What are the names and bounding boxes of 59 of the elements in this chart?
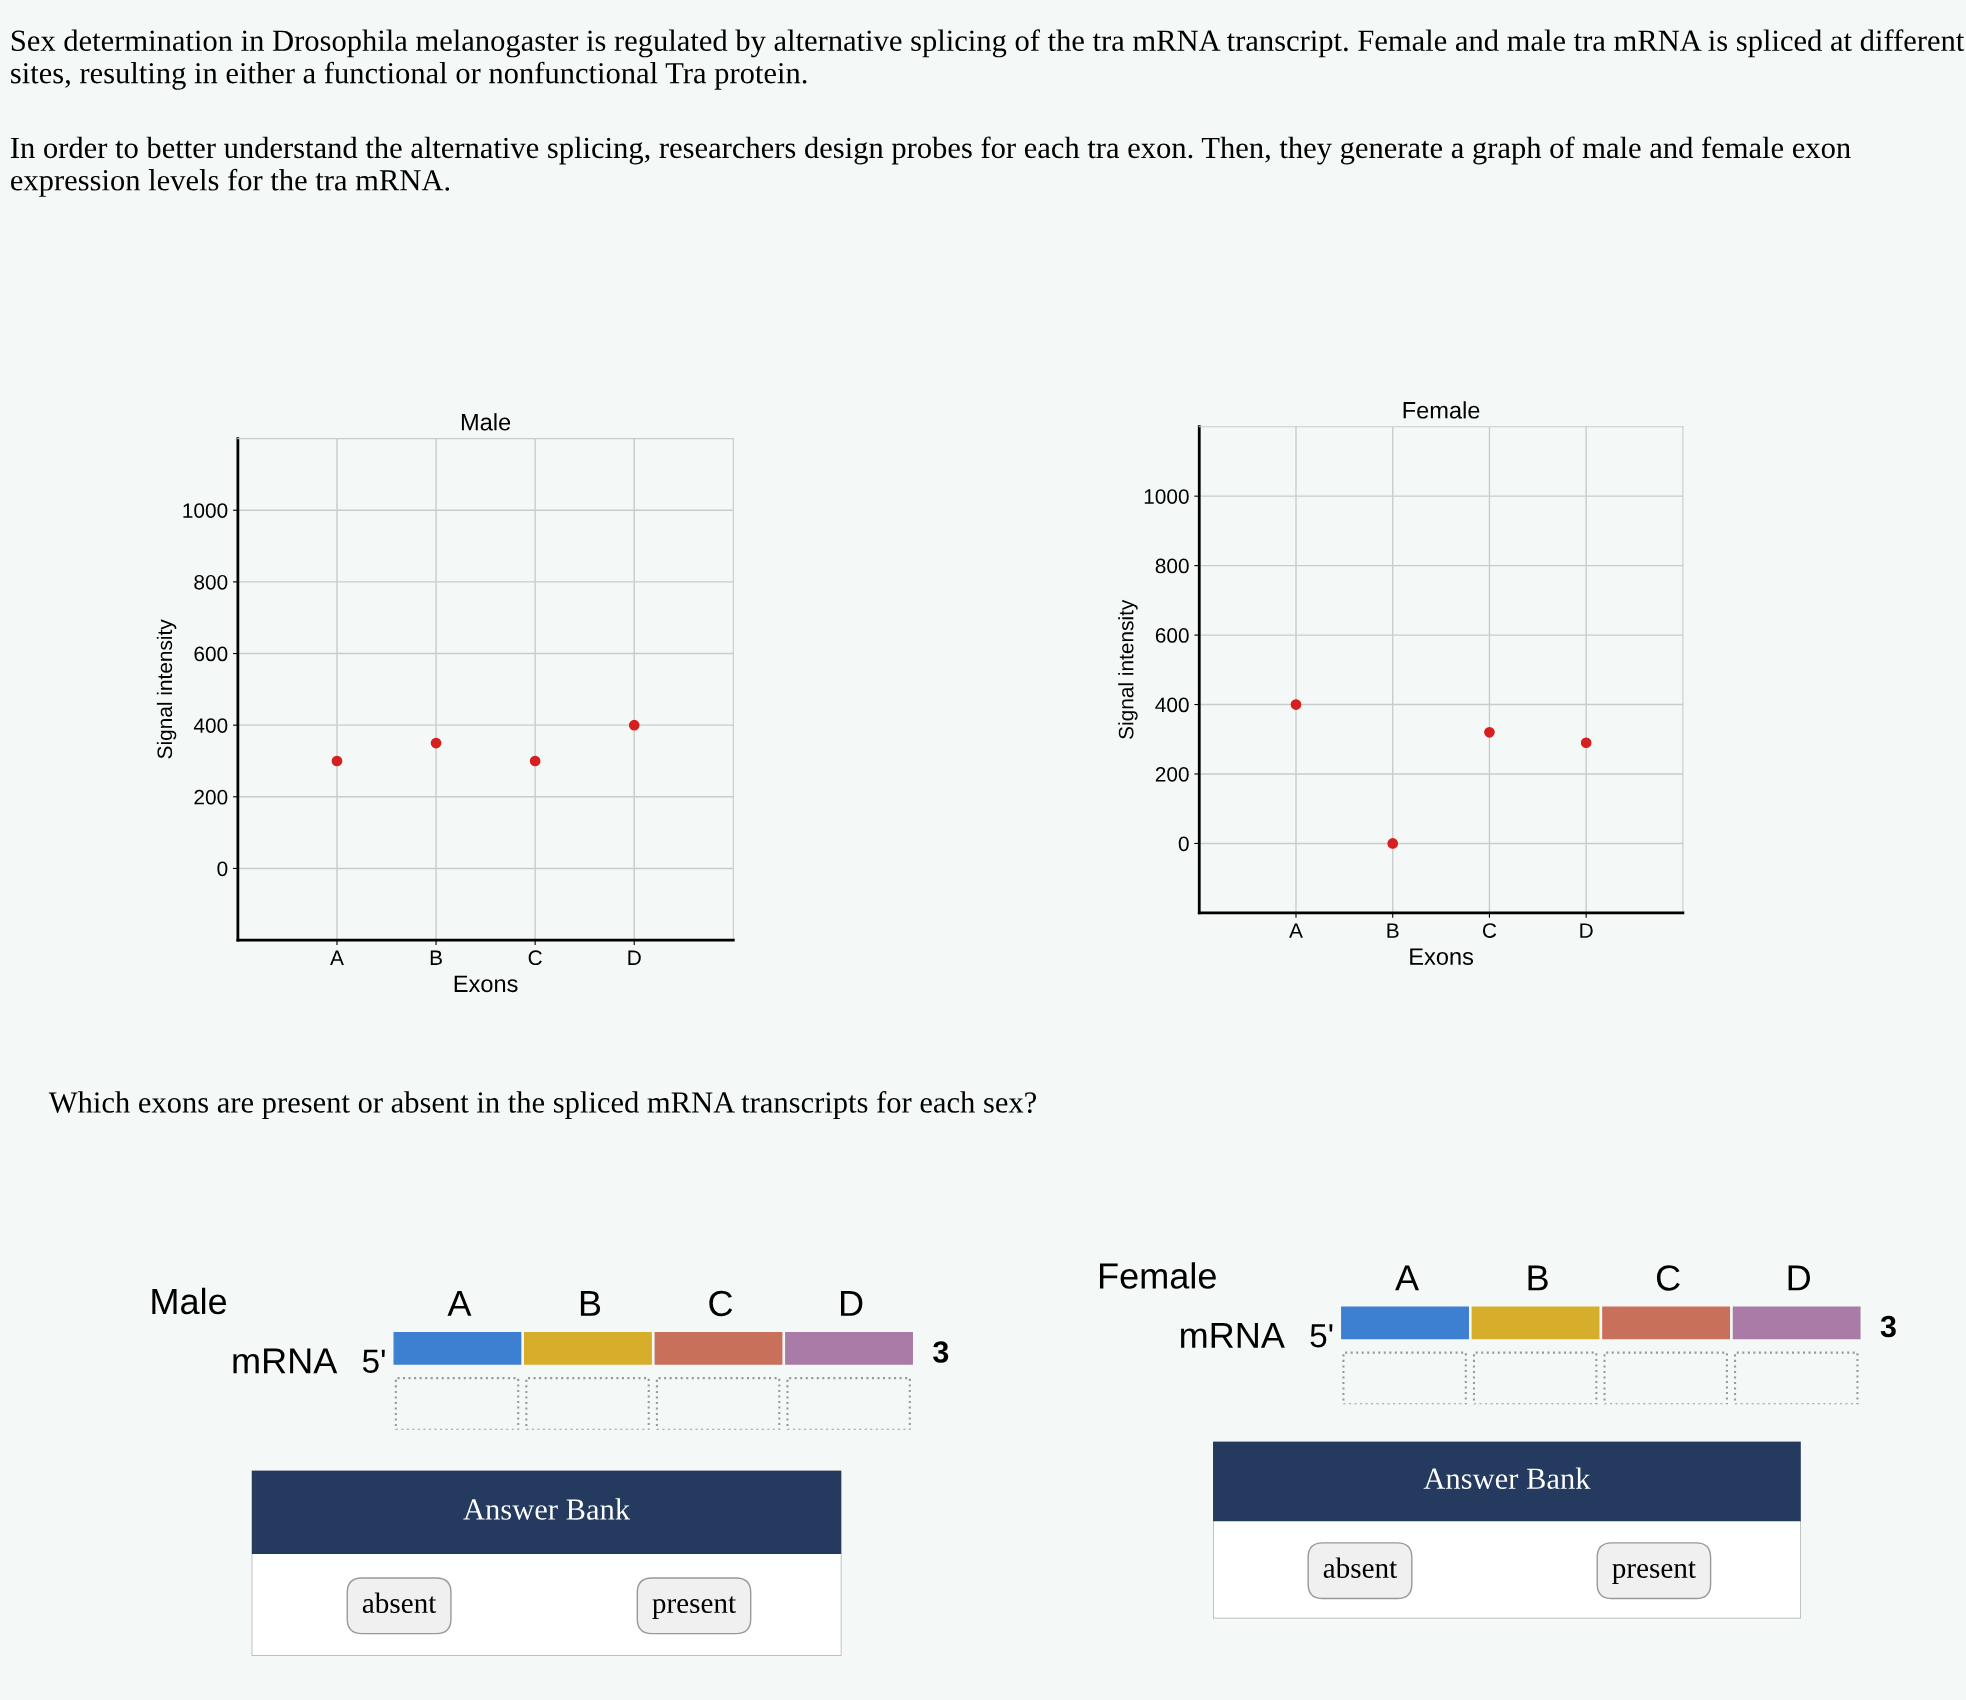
text: Male [152, 1287, 227, 1315]
chart-title: Female [1403, 401, 1480, 419]
text: mRNA [1181, 1323, 1285, 1348]
x-tick-label: A [1289, 923, 1303, 938]
category-label: D [841, 1291, 863, 1316]
x-axis-title: Exons [1410, 948, 1474, 965]
y-tick-label: 400 [193, 718, 228, 733]
point [1387, 838, 1399, 849]
y-tick-label: 600 [1155, 628, 1189, 643]
y-axis-title: Signal intensity [1118, 599, 1138, 739]
text: Answer Bank [1423, 1467, 1591, 1490]
chart-title: Male [461, 413, 511, 431]
point [1484, 726, 1495, 738]
y-tick-label: 600 [194, 646, 228, 662]
point [628, 719, 640, 731]
text: mRNA [233, 1348, 338, 1374]
text: present [1612, 1561, 1696, 1584]
text: 5' [1310, 1324, 1333, 1348]
point [1580, 737, 1592, 749]
text: Sex determination in Drosophila melanogaster is regulated by alternative splicing of the tra mRNA transcript. Female and male tra mRNA is spliced at different sites, resulting in either a functional or nonfunctional Tra protein. [11, 29, 1965, 90]
y-tick-label: 800 [1155, 558, 1189, 574]
y-tick-label: 0 [1178, 836, 1189, 852]
category-label: D [1788, 1265, 1811, 1291]
x-tick-label: B [1387, 923, 1399, 938]
text: absent [1323, 1557, 1398, 1578]
text: present [652, 1596, 736, 1619]
point [430, 737, 442, 749]
y-tick-label: 200 [194, 789, 228, 805]
text: In order to better understand the alternative splicing, researchers design probes for each tra exon. Then, they generate a graph of male and female exon expression levels for the tra mRNA. [10, 136, 1851, 197]
y-tick-label: 200 [1155, 766, 1189, 782]
point [1290, 699, 1302, 710]
x-tick-label: B [430, 950, 442, 965]
y-tick-label: 1000 [183, 503, 228, 518]
text: 3 [1880, 1315, 1896, 1338]
x-tick-label: A [330, 950, 344, 965]
y-axis-title: Signal intensity [156, 619, 177, 759]
point [529, 755, 541, 767]
y-tick-label: 0 [217, 861, 228, 877]
y-tick-label: 800 [194, 574, 228, 590]
text: Answer Bank [463, 1498, 631, 1520]
y-tick-label: 1000 [1144, 489, 1189, 504]
text: 5' [362, 1349, 385, 1373]
category-label: B [1528, 1265, 1548, 1291]
y-tick-label: 400 [1155, 697, 1189, 713]
point [331, 755, 343, 767]
text: 3 [933, 1341, 949, 1363]
x-tick-label: C [1482, 923, 1497, 938]
x-tick-label: C [528, 950, 542, 966]
category-label: A [1395, 1265, 1420, 1291]
text: Female [1099, 1262, 1216, 1289]
text: Which exons are present or absent in the spliced mRNA transcripts for each sex? [48, 1090, 1036, 1120]
x-axis-title: Exons [454, 975, 518, 993]
text: absent [362, 1592, 437, 1614]
category-label: B [580, 1291, 601, 1316]
category-label: C [1656, 1265, 1680, 1291]
x-tick-label: D [628, 950, 641, 965]
category-label: A [447, 1291, 472, 1316]
category-label: C [709, 1290, 733, 1317]
x-tick-label: D [1580, 923, 1593, 938]
